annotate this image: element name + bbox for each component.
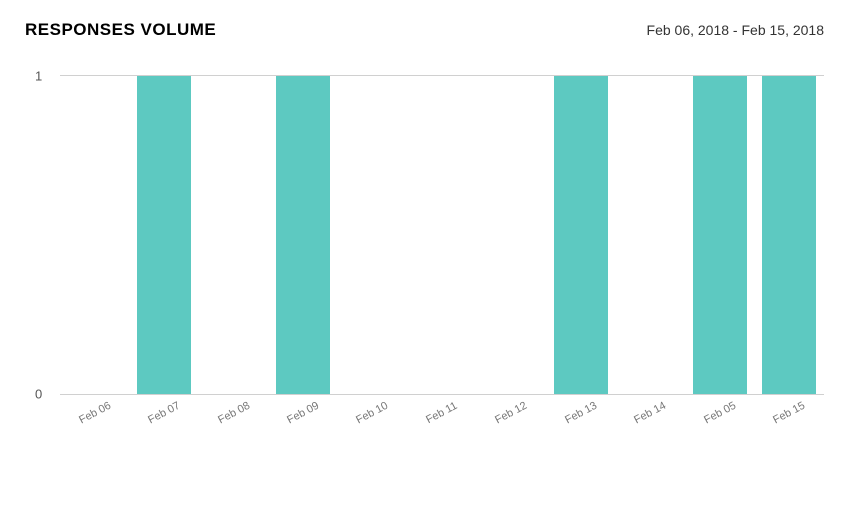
bar-slot: [129, 76, 198, 394]
chart-area: 1 0 Feb 06Feb 07Feb 08Feb 09Feb 10Feb 11…: [45, 75, 824, 445]
plot-region: 1 0: [60, 75, 824, 395]
bar-slot: [268, 76, 337, 394]
x-label-slot: Feb 15: [755, 407, 824, 447]
x-label-slot: Feb 06: [60, 407, 129, 447]
y-tick-bottom: 0: [35, 387, 42, 402]
y-tick-top: 1: [35, 69, 42, 84]
bar-slot: [616, 76, 685, 394]
x-axis-labels: Feb 06Feb 07Feb 08Feb 09Feb 10Feb 11Feb …: [60, 407, 824, 447]
bars-container: [60, 76, 824, 394]
x-axis-label: Feb 08: [216, 400, 252, 427]
bar: [554, 76, 608, 394]
x-axis-label: Feb 13: [563, 400, 599, 427]
bar-slot: [546, 76, 615, 394]
x-axis-label: Feb 15: [771, 400, 807, 427]
x-axis-label: Feb 07: [146, 400, 182, 427]
x-label-slot: Feb 13: [546, 407, 615, 447]
bar: [137, 76, 191, 394]
x-axis-label: Feb 10: [355, 400, 391, 427]
bar-slot: [60, 76, 129, 394]
x-axis-label: Feb 11: [424, 400, 459, 426]
bar-slot: [338, 76, 407, 394]
chart-title: RESPONSES VOLUME: [25, 20, 216, 40]
bar-slot: [407, 76, 476, 394]
chart-header: RESPONSES VOLUME Feb 06, 2018 - Feb 15, …: [25, 20, 824, 40]
x-label-slot: Feb 10: [338, 407, 407, 447]
bar: [276, 76, 330, 394]
bar-slot: [755, 76, 824, 394]
x-label-slot: Feb 14: [616, 407, 685, 447]
x-axis-label: Feb 14: [632, 400, 668, 427]
x-label-slot: Feb 11: [407, 407, 476, 447]
x-label-slot: Feb 05: [685, 407, 754, 447]
bar-slot: [199, 76, 268, 394]
x-axis-label: Feb 05: [702, 400, 738, 427]
x-axis-label: Feb 06: [77, 400, 113, 427]
bar: [762, 76, 816, 394]
date-range-label: Feb 06, 2018 - Feb 15, 2018: [647, 22, 824, 38]
bar: [693, 76, 747, 394]
x-label-slot: Feb 07: [129, 407, 198, 447]
x-label-slot: Feb 08: [199, 407, 268, 447]
x-axis-label: Feb 12: [494, 400, 530, 427]
x-label-slot: Feb 12: [477, 407, 546, 447]
bar-slot: [477, 76, 546, 394]
bar-slot: [685, 76, 754, 394]
x-label-slot: Feb 09: [268, 407, 337, 447]
x-axis-label: Feb 09: [285, 400, 321, 427]
